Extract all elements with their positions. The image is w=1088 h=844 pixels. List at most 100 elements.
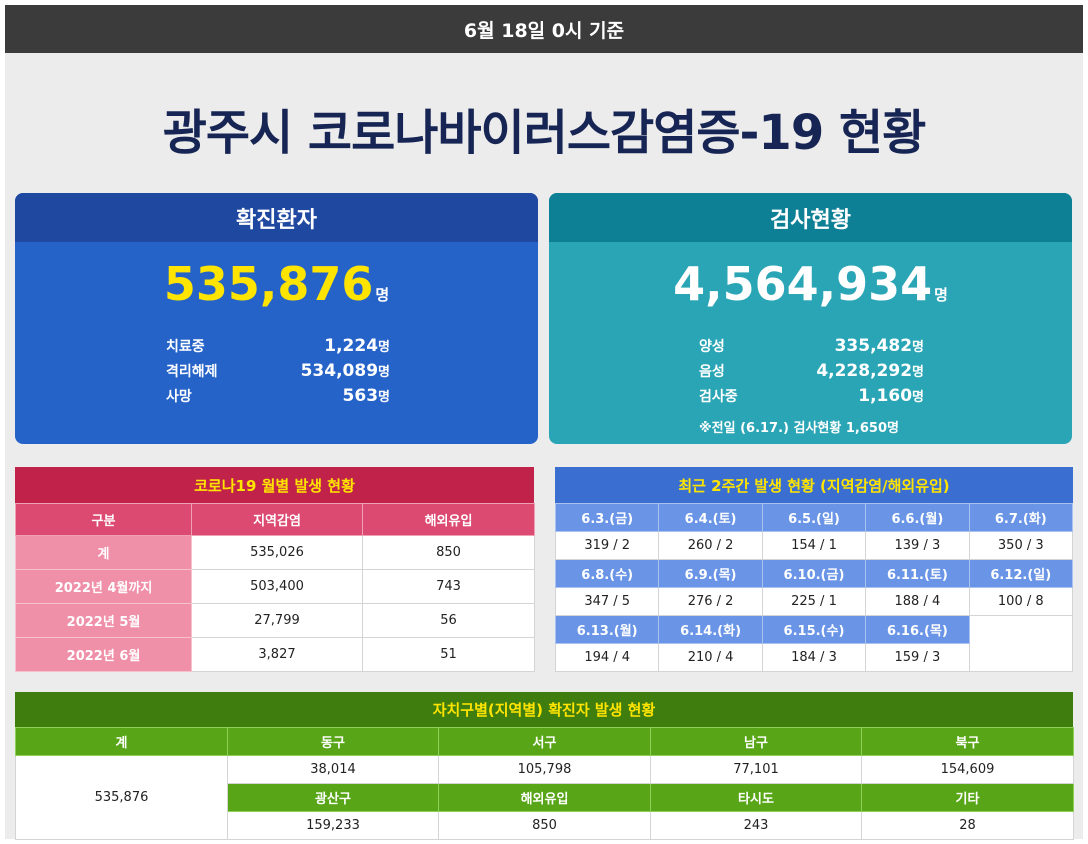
district-value-row: 535,876 38,014 105,798 77,101 154,609: [15, 755, 1074, 840]
stat-value: 1,224명: [324, 336, 390, 356]
date-cell: 6.16.(목): [865, 615, 970, 644]
page-title: 광주시 코로나바이러스감염증-19 현황: [162, 105, 927, 161]
monthly-title: 코로나19 월별 발생 현황: [15, 467, 534, 503]
local-cell: 27,799: [191, 603, 363, 638]
monthly-table: 구분 지역감염 해외유입 계 535,026 850 2022년 4월까지 50…: [15, 503, 535, 672]
stat-row-released: 격리해제 534,089명: [166, 358, 390, 383]
district-value: 154,609: [861, 755, 1074, 784]
district-header: 해외유입: [438, 783, 651, 812]
value-cell: 139 / 3: [865, 531, 970, 560]
district-value: 159,233: [227, 811, 439, 840]
stat-row-testing: 검사중 1,160명: [699, 383, 924, 408]
stat-value: 1,160명: [858, 386, 924, 406]
date-row: 6.13.(월) 6.14.(화) 6.15.(수) 6.16.(목): [554, 615, 1074, 672]
stat-label: 치료중: [166, 338, 205, 355]
column-header: 지역감염: [191, 503, 363, 536]
date-cell: 6.6.(월): [865, 503, 970, 532]
stat-label: 사망: [166, 388, 192, 405]
date-cell: 6.8.(수): [554, 559, 660, 588]
overseas-cell: 56: [362, 603, 535, 638]
date-row: 6.8.(수) 6.9.(목) 6.10.(금) 6.11.(토) 6.12.(…: [554, 559, 1074, 588]
district-header-row: 계 동구 서구 남구 북구: [15, 727, 1074, 756]
district-title: 자치구별(지역별) 확진자 발생 현황: [15, 692, 1073, 727]
stat-value: 563명: [343, 386, 390, 406]
date-cell: 6.3.(금): [554, 503, 660, 532]
date-cell: 6.14.(화): [658, 615, 763, 644]
row-label: 2022년 5월: [15, 603, 192, 638]
district-header: 서구: [438, 727, 651, 756]
date-cell: 6.7.(화): [968, 503, 1074, 532]
stat-number: 4,228,292: [816, 360, 913, 381]
stat-number: 335,482: [834, 335, 913, 356]
value-cell: 210 / 4: [658, 643, 763, 672]
stat-value: 335,482명: [835, 336, 924, 356]
stat-label: 검사중: [699, 388, 738, 405]
date-cell: 6.4.(토): [658, 503, 763, 532]
stat-value: 4,228,292명: [816, 361, 924, 381]
local-cell: 3,827: [191, 637, 363, 672]
stat-number: 563: [342, 385, 379, 406]
local-cell: 535,026: [191, 535, 363, 570]
district-header-row: 광산구 해외유입 타시도 기타: [16, 783, 1074, 812]
value-row: 347 / 5 276 / 2 225 / 1 188 / 4 100 / 8: [554, 587, 1074, 616]
district-section: 자치구별(지역별) 확진자 발생 현황 계 동구 서구 남구 북구 535,87…: [15, 692, 1074, 840]
stat-unit: 명: [378, 339, 390, 355]
district-table: 계 동구 서구 남구 북구 535,876 38,014 105,798 77,…: [15, 727, 1074, 840]
date-cell: 6.11.(토): [865, 559, 970, 588]
stat-unit: 명: [912, 339, 924, 355]
stat-value: 534,089명: [301, 361, 390, 381]
table-row: 2022년 5월 27,799 56: [15, 603, 535, 638]
date-cell: 6.5.(일): [761, 503, 867, 532]
local-cell: 503,400: [191, 569, 363, 604]
table-row: 2022년 6월 3,827 51: [15, 637, 535, 672]
recent-table: 6.3.(금) 6.4.(토) 6.5.(일) 6.6.(월) 6.7.(화) …: [554, 503, 1074, 672]
value-row: 319 / 2 260 / 2 154 / 1 139 / 3 350 / 3: [554, 531, 1074, 560]
tests-note: ※전일 (6.17.) 검사현황 1,650명: [699, 421, 899, 436]
value-cell: 347 / 5: [554, 587, 660, 616]
table-row: 2022년 4월까지 503,400 743: [15, 569, 535, 604]
stat-number: 534,089: [300, 360, 379, 381]
district-header: 타시도: [650, 783, 862, 812]
stat-label: 격리해제: [166, 363, 218, 380]
tests-total-value: 4,564,934: [673, 257, 933, 311]
value-cell: 319 / 2: [554, 531, 660, 560]
stat-row-negative: 음성 4,228,292명: [699, 358, 924, 383]
district-value: 105,798: [438, 755, 651, 784]
overseas-cell: 51: [362, 637, 535, 672]
value-cell: 194 / 4: [554, 643, 660, 672]
tests-total: 4,564,934 명: [549, 256, 1072, 323]
overseas-cell: 850: [362, 535, 535, 570]
value-row: 194 / 4 210 / 4 184 / 3 159 / 3: [554, 643, 1073, 672]
tests-card: 검사현황 4,564,934 명 양성 335,482명 음성 4,228,292…: [549, 193, 1072, 444]
row-label: 2022년 4월까지: [15, 569, 192, 604]
district-value-row: 159,233 850 243 28: [16, 811, 1074, 840]
tests-stats: 양성 335,482명 음성 4,228,292명 검사중 1,160명: [699, 333, 924, 408]
stat-unit: 명: [912, 364, 924, 380]
confirmed-total: 535,876 명: [15, 256, 538, 323]
confirmed-stats: 치료중 1,224명 격리해제 534,089명 사망 563명: [166, 333, 390, 408]
stat-label: 양성: [699, 338, 725, 355]
confirmed-total-value: 535,876: [163, 257, 374, 311]
confirmed-total-unit: 명: [375, 286, 390, 304]
overseas-cell: 743: [362, 569, 535, 604]
recent-section: 최근 2주간 발생 현황 (지역감염/해외유입) 6.3.(금) 6.4.(토)…: [554, 467, 1074, 672]
stat-number: 1,224: [324, 335, 379, 356]
monthly-section: 코로나19 월별 발생 현황 구분 지역감염 해외유입 계 535,026 85…: [15, 467, 535, 672]
district-value: 77,101: [650, 755, 862, 784]
recent-title: 최근 2주간 발생 현황 (지역감염/해외유입): [555, 467, 1073, 503]
date-cell: 6.9.(목): [658, 559, 763, 588]
total-value: 535,876: [15, 755, 228, 840]
value-cell: 276 / 2: [658, 587, 763, 616]
district-header: 남구: [650, 727, 862, 756]
row-label: 2022년 6월: [15, 637, 192, 672]
row-label: 계: [15, 535, 192, 570]
value-cell: 154 / 1: [761, 531, 867, 560]
stat-row-deaths: 사망 563명: [166, 383, 390, 408]
district-header: 기타: [861, 783, 1074, 812]
date-banner: 6월 18일 0시 기준: [5, 5, 1083, 53]
district-value: 28: [861, 811, 1074, 840]
district-header: 북구: [861, 727, 1074, 756]
confirmed-card-title: 확진환자: [15, 193, 538, 242]
stat-row-positive: 양성 335,482명: [699, 333, 924, 358]
district-value: 850: [438, 811, 651, 840]
